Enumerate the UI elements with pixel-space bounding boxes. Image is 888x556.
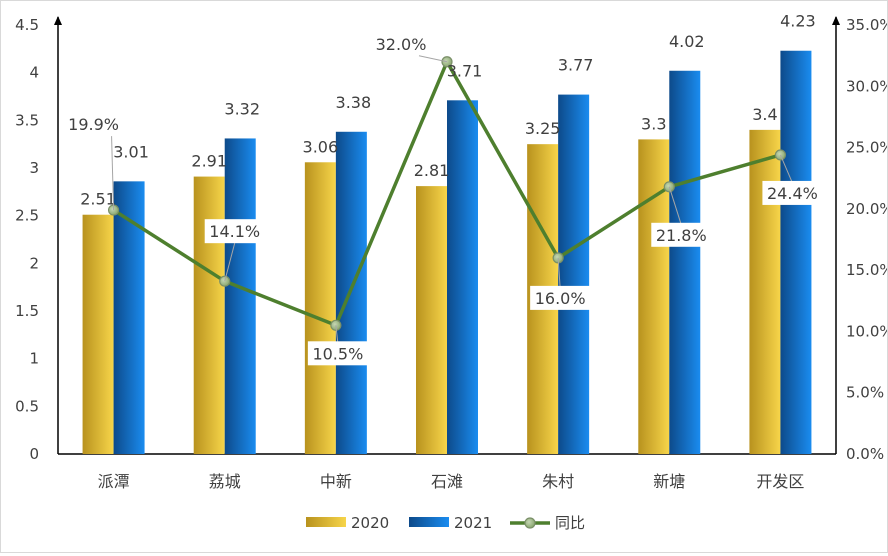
yoy-label-4: 16.0% <box>535 289 586 308</box>
data-labels: 2.51 3.01 2.91 3.32 3.06 3.38 2.81 3.71 3.25 3.77… <box>68 12 823 366</box>
bar-2020-3 <box>416 186 447 454</box>
y-left-tick-label: 2.5 <box>15 207 39 225</box>
y-left-tick-label: 1 <box>29 350 39 368</box>
label-2020-4: 3.25 <box>525 119 561 138</box>
y-left-tick-label: 0.5 <box>15 397 39 415</box>
legend-label-2020: 2020 <box>351 514 389 532</box>
legend-label-2021: 2021 <box>454 514 492 532</box>
x-tick-label-5: 新塘 <box>653 472 685 491</box>
bar-2021-0 <box>113 181 145 454</box>
label-2020-3: 2.81 <box>414 161 450 180</box>
x-tick-label-2: 中新 <box>320 472 352 491</box>
yoy-leader-5 <box>668 186 682 225</box>
y-left-tick-label: 0 <box>29 445 39 463</box>
bar-2021-1 <box>224 138 256 455</box>
y-left-tick-label: 1.5 <box>15 302 39 320</box>
x-tick-label-1: 荔城 <box>209 472 241 491</box>
axes: 0 0.5 1 1.5 2 2.5 3 3.5 4 4.5 0.0% 5.0% 10.0% 15.0% 20… <box>15 16 888 491</box>
yoy-leader-4 <box>557 257 561 288</box>
bar-2020-1 <box>193 176 225 454</box>
bar-2021-4 <box>558 94 590 455</box>
y-right-tick-label: 25.0% <box>846 139 887 157</box>
yoy-label-bg-6 <box>762 180 823 205</box>
y-left-tick-label: 4 <box>29 64 39 82</box>
bar-2021-5 <box>669 70 701 454</box>
yoy-label-3: 32.0% <box>376 35 427 54</box>
yoy-leader-2 <box>335 325 339 344</box>
bar-2020-2 <box>304 162 336 454</box>
label-2021-6: 4.23 <box>780 12 816 31</box>
yoy-label-2: 10.5% <box>312 344 363 363</box>
bar-2021-3 <box>447 100 478 455</box>
label-2020-6: 3.4 <box>752 105 777 124</box>
legend-swatch-2020 <box>306 517 346 527</box>
legend-label-yoy: 同比 <box>555 514 585 532</box>
label-2020-1: 2.91 <box>191 152 227 171</box>
label-2021-2: 3.38 <box>336 93 372 112</box>
y-left-tick-label: 2 <box>29 254 39 272</box>
y-left-tick-label: 3 <box>29 159 39 177</box>
x-tick-label-0: 派潭 <box>98 472 130 491</box>
yoy-leader-3 <box>418 55 448 63</box>
yoy-label-bg-4 <box>530 285 591 310</box>
label-2020-0: 2.51 <box>80 190 116 209</box>
bar-2020-0 <box>82 214 114 454</box>
yoy-label-bg-2 <box>307 341 368 366</box>
yoy-label-6: 24.4% <box>767 184 818 203</box>
y-left-tick-label: 3.5 <box>15 111 39 129</box>
label-2021-5: 4.02 <box>669 32 705 51</box>
yoy-label-bg-1 <box>204 219 265 244</box>
x-tick-label-4: 朱村 <box>542 472 574 491</box>
label-2021-3: 3.71 <box>447 61 483 80</box>
y-right-tick-label: 5.0% <box>846 384 884 402</box>
y-left-tick-label: 4.5 <box>15 16 39 34</box>
bar-2020-6 <box>749 129 781 454</box>
yoy-label-5: 21.8% <box>656 226 707 245</box>
yoy-label-0: 19.9% <box>68 115 119 134</box>
label-2020-2: 3.06 <box>303 137 339 156</box>
label-2021-0: 3.01 <box>113 142 149 161</box>
yoy-leader-1 <box>224 243 236 282</box>
yoy-label-1: 14.1% <box>209 222 260 241</box>
label-2021-1: 3.32 <box>224 99 260 118</box>
y-right-tick-label: 0.0% <box>846 445 884 463</box>
x-tick-label-3: 石滩 <box>431 472 463 491</box>
yoy-leader-0 <box>111 136 115 211</box>
right-axis-arrow <box>832 16 840 25</box>
bar-2021-6 <box>780 50 812 455</box>
legend-marker-yoy <box>524 517 536 529</box>
label-2021-4: 3.77 <box>558 56 594 75</box>
y-right-tick-label: 15.0% <box>846 261 887 279</box>
y-right-tick-label: 30.0% <box>846 77 887 95</box>
legend-swatch-2021 <box>409 517 449 527</box>
label-2020-5: 3.3 <box>641 114 666 133</box>
legend: 2020 2021 同比 <box>306 514 585 532</box>
y-right-tick-label: 20.0% <box>846 200 887 218</box>
left-axis-arrow <box>54 16 62 25</box>
bars <box>82 50 812 455</box>
yoy-leader-6 <box>779 154 793 184</box>
y-right-tick-label: 35.0% <box>846 16 887 34</box>
x-tick-label-6: 开发区 <box>756 472 804 491</box>
yoy-label-bg-5 <box>651 222 712 247</box>
y-right-tick-label: 10.0% <box>846 322 887 340</box>
